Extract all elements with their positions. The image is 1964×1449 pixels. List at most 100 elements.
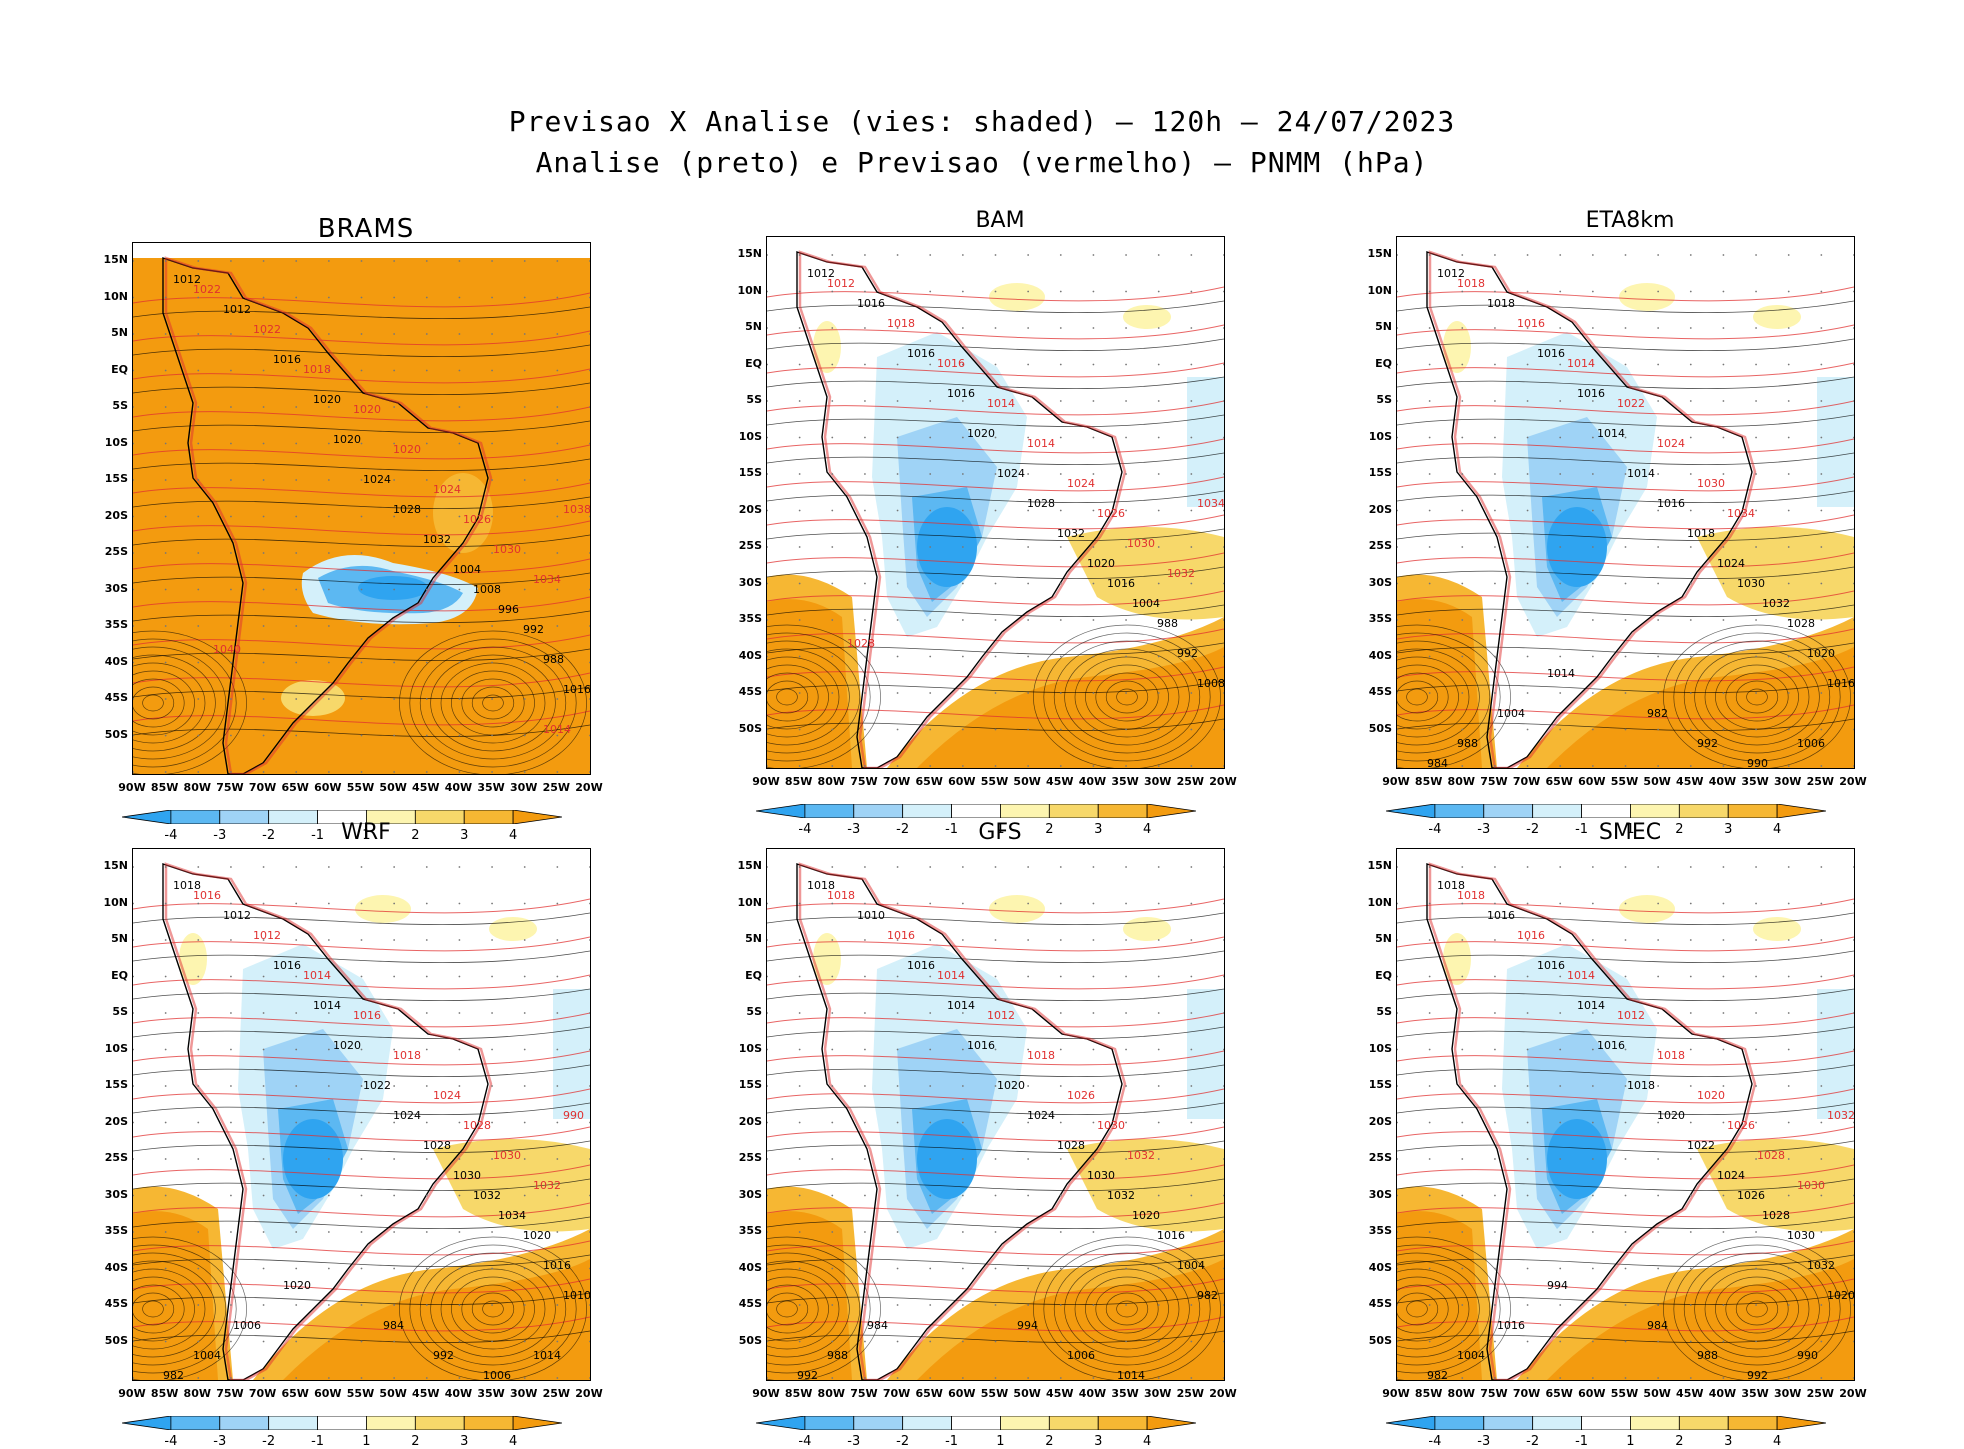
colorbar-tick-label: -2 xyxy=(896,822,910,837)
longitude-tick-label: 85W xyxy=(1414,775,1443,788)
colorbar-segment xyxy=(853,804,904,818)
forecast-isobar-label: 1034 xyxy=(533,573,561,586)
latitude-tick-label: EQ xyxy=(111,362,128,376)
longitude-tick-label: 30W xyxy=(509,1387,538,1400)
analysis-isobar-label: 1032 xyxy=(1107,1189,1135,1202)
longitude-tick-label: 30W xyxy=(1143,1387,1172,1400)
forecast-isobar-label: 1030 xyxy=(493,1149,521,1162)
latitude-tick-label: 20S xyxy=(1368,1114,1392,1128)
bias-shading xyxy=(133,243,590,774)
analysis-isobar-label: 984 xyxy=(383,1319,404,1332)
analysis-isobar-label: 1020 xyxy=(1827,1289,1855,1302)
longitude-tick-label: 75W xyxy=(216,781,244,794)
longitude-tick-label: 60W xyxy=(948,775,976,788)
colorbar-tick-label: 1 xyxy=(362,1434,371,1449)
colorbar-tick-label: 4 xyxy=(508,1434,518,1449)
analysis-isobar-label: 990 xyxy=(1747,757,1768,769)
colorbar-segment xyxy=(170,1416,221,1430)
analysis-isobar-label: 1020 xyxy=(1807,647,1835,660)
latitude-tick-label: 15S xyxy=(738,1078,762,1091)
latitude-tick-label: 30S xyxy=(738,575,762,589)
longitude-tick-label: 50W xyxy=(1643,775,1671,788)
forecast-isobar-label: 1034 xyxy=(1727,507,1755,520)
analysis-isobar-label: 1006 xyxy=(483,1369,511,1381)
colorbar-segment xyxy=(122,1416,172,1430)
forecast-isobar-label: 1032 xyxy=(533,1179,561,1192)
forecast-isobar-label: 1018 xyxy=(1657,1049,1685,1062)
analysis-isobar-label: 1022 xyxy=(1687,1139,1715,1152)
bias-shading xyxy=(133,849,590,1380)
latitude-tick-label: 25S xyxy=(1368,1151,1392,1164)
analysis-isobar-label: 1018 xyxy=(173,879,201,892)
latitude-tick-label: 45S xyxy=(1368,1297,1392,1310)
longitude-tick-label: 75W xyxy=(1480,775,1508,788)
latitude-tick-label: 10N xyxy=(103,895,128,909)
analysis-isobar-label: 982 xyxy=(1197,1289,1218,1302)
analysis-isobar-label: 1026 xyxy=(1737,1189,1765,1202)
forecast-isobar-label: 1030 xyxy=(1697,477,1725,490)
analysis-isobar-label: 1030 xyxy=(453,1169,481,1182)
analysis-isobar-label: 996 xyxy=(498,603,519,616)
longitude-tick-label: 35W xyxy=(477,1387,505,1400)
colorbar-tick-label: -3 xyxy=(1477,822,1491,837)
latitude-tick-label: 15N xyxy=(737,247,762,260)
analysis-isobar-label: 1032 xyxy=(1057,527,1085,540)
colorbar-tick-label: -3 xyxy=(213,828,227,843)
longitude-tick-label: 75W xyxy=(850,775,878,788)
latitude-tick-label: 10N xyxy=(737,283,762,297)
longitude-tick-label: 90W xyxy=(1382,775,1410,788)
colorbar-tick-label: -4 xyxy=(1428,822,1442,837)
longitude-tick-label: 65W xyxy=(1545,775,1573,788)
analysis-isobar-label: 992 xyxy=(1697,737,1718,750)
forecast-isobar-label: 1016 xyxy=(1517,929,1545,942)
colorbar-segment xyxy=(1532,804,1582,818)
colorbar-tick-label: -1 xyxy=(1575,1434,1589,1449)
latitude-tick-label: 20S xyxy=(738,502,762,516)
forecast-isobar-label: 1020 xyxy=(353,403,381,416)
colorbar-tick-label: 1 xyxy=(1626,822,1635,837)
analysis-isobar-label: 1004 xyxy=(1132,597,1160,610)
latitude-tick-label: 5S xyxy=(112,1005,128,1018)
longitude-tick-label: 90W xyxy=(1382,1387,1410,1400)
colorbar-tick-label: 3 xyxy=(1094,1434,1103,1449)
longitude-tick-label: 45W xyxy=(412,1387,440,1400)
analysis-isobar-label: 992 xyxy=(1747,1369,1768,1381)
longitude-tick-label: 25W xyxy=(542,1387,571,1400)
forecast-isobar-label: 1026 xyxy=(1727,1119,1755,1132)
analysis-isobar-label: 1006 xyxy=(1797,737,1825,750)
forecast-isobar-label: 1014 xyxy=(1567,357,1595,370)
colorbar-tick-label: -1 xyxy=(945,822,959,837)
latitude-tick-label: 15N xyxy=(1367,247,1392,260)
colorbar-tick-label: -3 xyxy=(847,822,861,837)
forecast-isobar-label: 1030 xyxy=(1797,1179,1825,1192)
bias-shading xyxy=(1397,849,1854,1380)
forecast-isobar-label: 1032 xyxy=(1827,1109,1855,1122)
colorbar-tick-label: 3 xyxy=(1724,822,1733,837)
longitude-tick-label: 75W xyxy=(216,1387,244,1400)
analysis-isobar-label: 1016 xyxy=(1107,577,1135,590)
latitude-tick-label: 35S xyxy=(104,1224,128,1237)
colorbar-segment xyxy=(1727,804,1778,818)
bias-shading xyxy=(767,237,1224,768)
bias-map: 1012 1018 1016 1016 1014 1014 1016 1018 1024 1030… xyxy=(1396,236,1855,769)
forecast-isobar-label: 1018 xyxy=(1027,1049,1055,1062)
analysis-isobar-label: 984 xyxy=(867,1319,888,1332)
longitude-tick-label: 25W xyxy=(1806,775,1835,788)
model-panel-wrf: WRF 1018 1012 1016 1014 1020 1022 1024 1028 1030 1… xyxy=(56,820,676,1449)
analysis-isobar-label: 992 xyxy=(797,1369,818,1381)
latitude-tick-label: 20S xyxy=(104,508,128,522)
analysis-isobar-label: 1028 xyxy=(1762,1209,1790,1222)
longitude-tick-label: 85W xyxy=(784,775,813,788)
forecast-isobar-label: 1024 xyxy=(433,1089,461,1102)
analysis-isobar-label: 992 xyxy=(523,623,544,636)
longitude-tick-label: 80W xyxy=(817,1387,846,1400)
longitude-tick-label: 50W xyxy=(1643,1387,1671,1400)
analysis-isobar-label: 1032 xyxy=(473,1189,501,1202)
latitude-tick-label: 10N xyxy=(1367,895,1392,909)
analysis-isobar-label: 1024 xyxy=(363,473,391,486)
forecast-isobar-label: 1018 xyxy=(1457,277,1485,290)
colorbar-tick-label: 1 xyxy=(996,822,1005,837)
colorbar-tick-label: -4 xyxy=(164,828,178,843)
analysis-isobar-label: 1012 xyxy=(807,267,835,280)
latitude-tick-label: 10S xyxy=(1368,1041,1392,1055)
